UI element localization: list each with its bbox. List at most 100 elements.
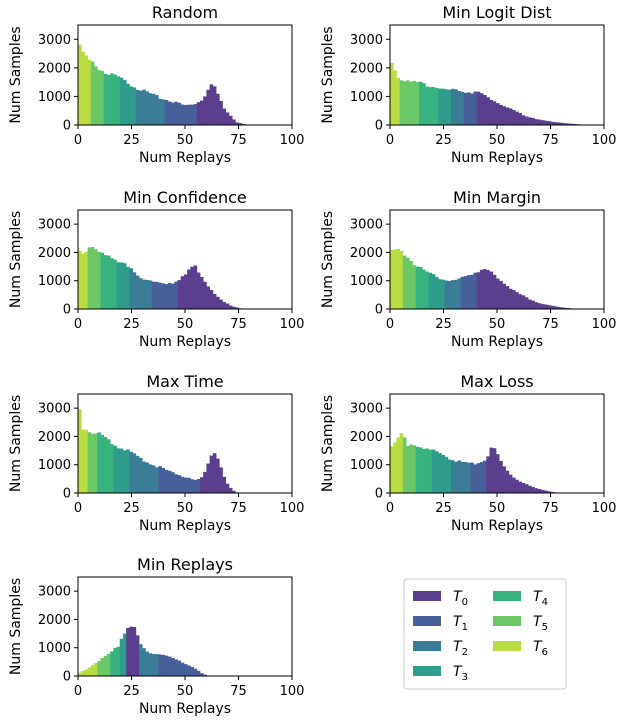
bar bbox=[550, 305, 555, 309]
bar bbox=[129, 451, 133, 493]
bar bbox=[441, 279, 445, 309]
bar bbox=[499, 104, 503, 125]
x-axis-label: Num Replays bbox=[451, 150, 543, 166]
bar bbox=[119, 262, 124, 309]
bar bbox=[232, 306, 236, 309]
bar bbox=[142, 461, 146, 493]
bar bbox=[415, 266, 420, 309]
bar bbox=[476, 463, 481, 493]
y-tick-label: 1000 bbox=[350, 458, 383, 473]
bar bbox=[511, 290, 516, 309]
bar bbox=[505, 286, 510, 309]
bar bbox=[110, 258, 114, 309]
bar bbox=[473, 272, 478, 309]
bar bbox=[515, 292, 519, 309]
bar bbox=[148, 280, 153, 309]
bar bbox=[110, 73, 114, 125]
bar bbox=[528, 485, 532, 493]
bar bbox=[206, 89, 211, 125]
bar bbox=[155, 467, 159, 493]
bar bbox=[164, 469, 169, 493]
bar bbox=[396, 437, 401, 493]
bar bbox=[560, 307, 564, 309]
bar bbox=[129, 626, 133, 676]
bar bbox=[463, 92, 468, 125]
bar bbox=[428, 87, 433, 125]
x-tick-label: 50 bbox=[177, 317, 194, 332]
bar bbox=[566, 123, 571, 125]
bar bbox=[547, 305, 551, 309]
bar bbox=[94, 66, 98, 125]
bar bbox=[502, 106, 506, 125]
bar bbox=[199, 477, 204, 493]
bar bbox=[106, 255, 111, 309]
bar bbox=[569, 123, 574, 125]
bar bbox=[431, 449, 436, 493]
bar bbox=[142, 279, 146, 309]
bar bbox=[190, 104, 194, 125]
bar bbox=[158, 282, 162, 309]
bar bbox=[518, 113, 523, 125]
bar bbox=[209, 455, 214, 493]
bar bbox=[537, 119, 542, 125]
bar bbox=[138, 278, 143, 309]
bar bbox=[138, 90, 143, 125]
bar bbox=[460, 461, 465, 493]
bar bbox=[167, 656, 172, 676]
bar bbox=[196, 272, 201, 309]
bar bbox=[122, 633, 127, 676]
legend-swatch bbox=[493, 616, 521, 626]
bar bbox=[495, 454, 500, 493]
x-tick-label: 75 bbox=[542, 317, 559, 332]
bar bbox=[228, 487, 233, 493]
bar bbox=[84, 251, 89, 309]
bar bbox=[479, 462, 484, 493]
y-tick-label: 3000 bbox=[38, 218, 71, 233]
bar bbox=[431, 86, 436, 125]
bar bbox=[135, 635, 140, 676]
bar bbox=[132, 627, 137, 676]
bar bbox=[434, 276, 439, 309]
bar bbox=[113, 647, 117, 676]
bar bbox=[116, 76, 121, 125]
y-tick-label: 0 bbox=[63, 303, 71, 318]
bar bbox=[531, 118, 535, 125]
bar bbox=[161, 654, 166, 676]
y-tick-label: 1000 bbox=[350, 274, 383, 289]
bar bbox=[103, 255, 108, 309]
bar bbox=[521, 482, 526, 493]
bar bbox=[524, 116, 529, 125]
bar bbox=[90, 61, 95, 125]
bar bbox=[531, 486, 535, 493]
bar bbox=[515, 479, 519, 493]
bar bbox=[467, 92, 471, 125]
bar bbox=[177, 280, 182, 309]
bar bbox=[396, 248, 401, 309]
bar bbox=[235, 122, 239, 125]
bar bbox=[473, 464, 478, 493]
bar bbox=[518, 294, 523, 309]
bar bbox=[492, 274, 497, 309]
bar bbox=[180, 476, 185, 493]
bar bbox=[129, 268, 133, 309]
bar bbox=[126, 266, 130, 309]
bar bbox=[190, 666, 194, 676]
y-tick-label: 3000 bbox=[38, 402, 71, 417]
x-tick-label: 25 bbox=[123, 317, 140, 332]
bar bbox=[486, 97, 490, 125]
x-tick-label: 25 bbox=[435, 501, 452, 516]
bar bbox=[84, 669, 89, 676]
y-axis-label: Num Samples bbox=[8, 395, 24, 492]
x-tick-label: 0 bbox=[386, 133, 394, 148]
bar bbox=[412, 265, 417, 309]
bar bbox=[212, 86, 217, 125]
bar bbox=[203, 96, 207, 125]
legend-swatch bbox=[413, 666, 441, 676]
bar bbox=[97, 432, 101, 493]
bar bbox=[106, 74, 111, 125]
bar bbox=[425, 448, 429, 493]
bar bbox=[422, 448, 426, 493]
bar bbox=[409, 444, 413, 493]
